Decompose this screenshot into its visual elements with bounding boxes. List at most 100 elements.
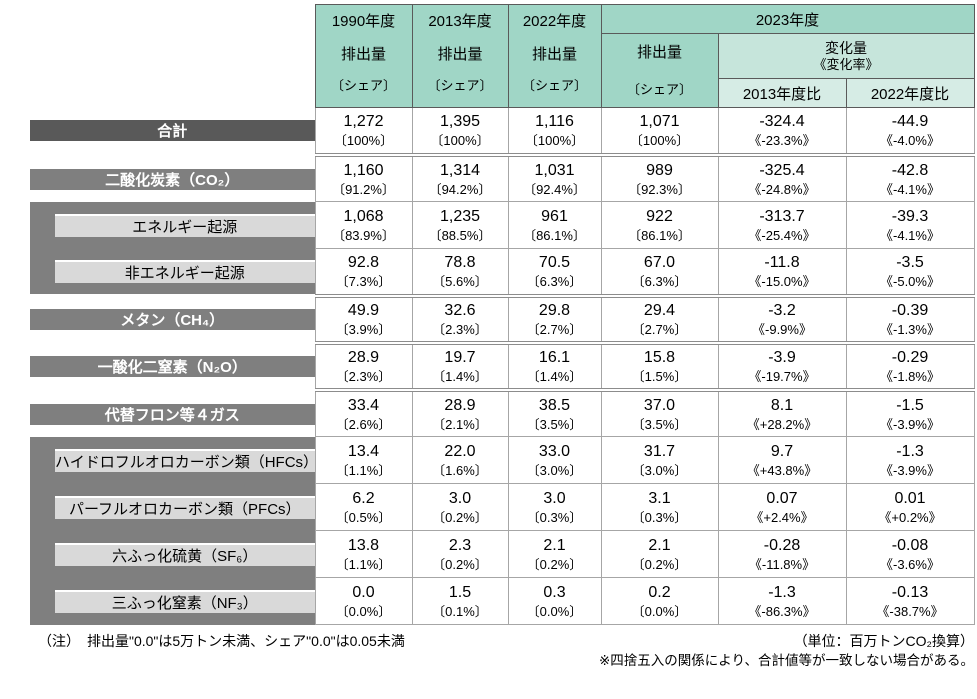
share-2022: 〔92.4%〕	[523, 181, 586, 197]
emission-value-1990: 1,272	[343, 113, 384, 131]
footnotes: （注） 排出量"0.0"は5万トン未満、シェア"0.0"は0.05未満 （単位：…	[0, 625, 977, 671]
change-value-vs2013: -1.3	[768, 584, 796, 601]
row-label-cell: ハイドロフルオロカーボン類（HFCs）	[30, 436, 319, 484]
cell-1990: 28.9 〔2.3%〕	[314, 340, 413, 390]
emission-value-2023: 67.0	[643, 254, 676, 272]
emission-value-2013: 19.7	[444, 349, 476, 366]
share-2023: 〔0.3%〕	[631, 510, 688, 525]
share-2013: 〔0.2%〕	[432, 557, 488, 572]
change-rate-vs2013: 《+2.4%》	[750, 510, 814, 525]
cell-2022: 961 〔86.1%〕	[507, 201, 602, 249]
cell-2022: 16.1 〔1.4%〕	[507, 340, 602, 390]
share-1990: 〔91.2%〕	[332, 181, 395, 197]
row-label-cell: エネルギー起源	[30, 201, 315, 249]
table-row: ハイドロフルオロカーボン類（HFCs） 13.4 〔1.1%〕 22.0 〔1.…	[30, 436, 975, 484]
table-row: 合計 1,272 〔100%〕 1,395 〔100%〕 1,116 〔100%…	[30, 107, 975, 155]
cell-1990: 13.8 〔1.1%〕	[314, 530, 413, 578]
row-label-cell: 二酸化炭素（CO₂）	[30, 152, 315, 202]
share-2022: 〔100%〕	[524, 133, 585, 149]
table-row: 六ふっ化硫黄（SF₆） 13.8 〔1.1%〕 2.3 〔0.2%〕 2.1 〔…	[30, 530, 975, 578]
cell-change-vs2022: -0.08 《-3.6%》	[845, 530, 975, 578]
cell-2013: 2.3 〔0.2%〕	[411, 530, 509, 578]
cell-2022: 70.5 〔6.3%〕	[507, 248, 602, 296]
share-2013: 〔94.2%〕	[428, 181, 492, 197]
header-share-2023: 〔シェア〕	[626, 82, 692, 97]
change-rate-vs2022: 《-4.0%》	[880, 133, 940, 149]
cell-2023: 1,071 〔100%〕	[600, 107, 719, 155]
cell-2023: 31.7 〔3.0%〕	[600, 436, 719, 484]
emission-value-2022: 0.3	[543, 584, 566, 601]
cell-change-vs2022: -0.39 《-1.3%》	[845, 293, 975, 343]
emission-value-2022: 38.5	[538, 396, 571, 414]
cell-2023: 67.0 〔6.3%〕	[600, 248, 719, 296]
share-1990: 〔2.3%〕	[335, 369, 392, 384]
change-value-vs2022: -0.13	[891, 584, 929, 601]
share-2023: 〔100%〕	[629, 133, 690, 149]
row-label: エネルギー起源	[132, 218, 238, 236]
change-value-vs2022: -0.39	[891, 302, 929, 319]
cell-1990: 92.8 〔7.3%〕	[314, 248, 413, 296]
row-label-cell: パーフルオロカーボン類（PFCs）	[30, 483, 315, 531]
emission-value-2023: 3.1	[648, 490, 671, 507]
cell-change-vs2022: 0.01 《+0.2%》	[845, 483, 975, 531]
share-2013: 〔0.2%〕	[432, 510, 488, 525]
share-2013: 〔100%〕	[430, 133, 490, 149]
share-2022: 〔0.0%〕	[526, 604, 583, 619]
change-value-vs2013: 8.1	[770, 396, 794, 414]
change-rate-vs2013: 《-23.3%》	[748, 133, 816, 149]
share-1990: 〔1.1%〕	[335, 557, 392, 572]
change-value-vs2013: -313.7	[759, 208, 805, 225]
cell-2013: 3.0 〔0.2%〕	[411, 483, 509, 531]
emission-value-2013: 1,395	[439, 113, 481, 131]
cell-2013: 1,235 〔88.5%〕	[411, 201, 509, 249]
share-2013: 〔2.3%〕	[432, 322, 488, 337]
footnote-rounding: ※四捨五入の関係により、合計値等が一致しない場合がある。	[598, 653, 974, 668]
header-metric-2013: 排出量	[437, 45, 483, 63]
emission-value-2022: 1,031	[534, 161, 575, 179]
share-2022: 〔1.4%〕	[526, 369, 583, 384]
header-corner-spacer	[30, 5, 315, 108]
change-rate-vs2013: 《-25.4%》	[748, 228, 816, 243]
header-metric-1990: 排出量	[340, 45, 386, 63]
share-1990: 〔7.3%〕	[335, 274, 392, 290]
share-2023: 〔3.0%〕	[631, 463, 688, 478]
share-2022: 〔3.5%〕	[526, 416, 583, 432]
cell-change-vs2013: -313.7 《-25.4%》	[717, 201, 847, 249]
cell-1990: 33.4 〔2.6%〕	[314, 387, 413, 437]
share-1990: 〔83.9%〕	[332, 228, 395, 243]
row-label: ハイドロフルオロカーボン類（HFCs）	[55, 453, 319, 471]
cell-2023: 989 〔92.3%〕	[600, 152, 719, 202]
cell-2022: 33.0 〔3.0%〕	[507, 436, 602, 484]
cell-change-vs2013: -325.4 《-24.8%》	[717, 152, 847, 202]
row-label: メタン（CH₄）	[120, 311, 225, 329]
emission-value-2022: 1,116	[535, 113, 574, 131]
header-share-1990: 〔シェア〕	[330, 78, 396, 93]
emission-value-2023: 0.2	[648, 584, 671, 601]
change-value-vs2022: -39.3	[891, 208, 929, 225]
share-1990: 〔100%〕	[333, 133, 394, 149]
cell-2022: 0.3 〔0.0%〕	[507, 577, 602, 625]
change-rate-vs2013: 《-19.7%》	[748, 369, 816, 384]
emission-value-2013: 1,235	[439, 208, 481, 225]
emission-value-2023: 989	[646, 161, 673, 179]
share-1990: 〔0.0%〕	[335, 604, 392, 619]
change-value-vs2013: -325.4	[759, 161, 805, 179]
share-2023: 〔2.7%〕	[631, 322, 688, 337]
emission-value-2013: 1.5	[448, 584, 472, 601]
change-rate-vs2013: 《-24.8%》	[748, 181, 816, 197]
change-rate-vs2022: 《-3.6%》	[880, 557, 940, 572]
change-value-vs2013: -11.8	[764, 254, 800, 272]
row-label-cell: 一酸化二窒素（N₂O）	[30, 340, 315, 390]
cell-2023: 3.1 〔0.3%〕	[600, 483, 719, 531]
cell-change-vs2013: 8.1 《+28.2%》	[717, 387, 847, 437]
share-1990: 〔1.1%〕	[335, 463, 392, 478]
emission-value-2013: 2.3	[448, 537, 472, 554]
table-row: パーフルオロカーボン類（PFCs） 6.2 〔0.5%〕 3.0 〔0.2%〕 …	[30, 483, 975, 531]
cell-2013: 1.5 〔0.1%〕	[411, 577, 509, 625]
cell-change-vs2013: -3.2 《-9.9%》	[717, 293, 847, 343]
share-1990: 〔3.9%〕	[335, 322, 392, 337]
row-label: 合計	[157, 122, 188, 140]
cell-2022: 3.0 〔0.3%〕	[507, 483, 602, 531]
table-row: エネルギー起源 1,068 〔83.9%〕 1,235 〔88.5%〕 961 …	[30, 201, 975, 249]
table-body: 合計 1,272 〔100%〕 1,395 〔100%〕 1,116 〔100%…	[30, 107, 975, 625]
